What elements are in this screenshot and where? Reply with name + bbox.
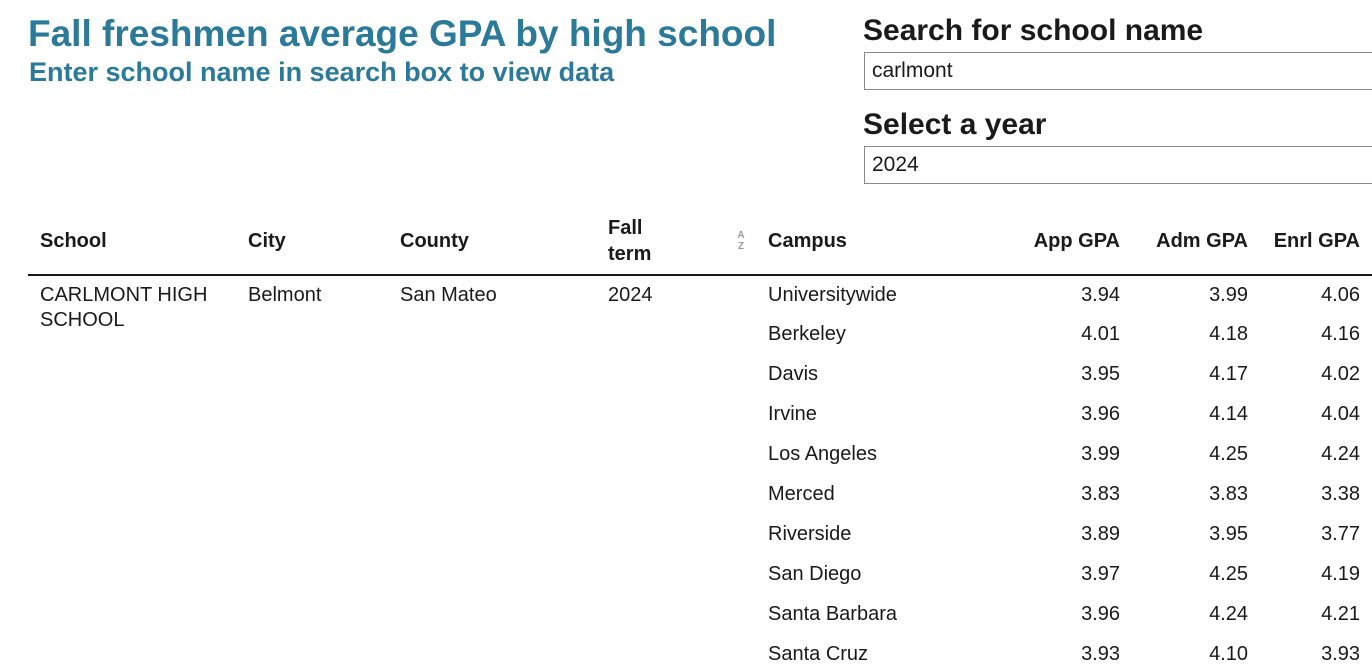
table-row: Los Angeles 3.99 4.25 4.24 (28, 435, 1372, 475)
table-row: Santa Barbara 3.96 4.24 4.21 (28, 595, 1372, 635)
table-row: Riverside 3.89 3.95 3.77 (28, 515, 1372, 555)
enrl-gpa-cell: 3.77 (1321, 523, 1360, 545)
adm-gpa-cell: 4.25 (1209, 563, 1248, 585)
app-gpa-cell: 3.89 (1081, 523, 1120, 545)
campus-cell: Davis (768, 363, 819, 385)
enrl-gpa-cell: 3.93 (1321, 643, 1360, 665)
enrl-gpa-cell: 4.24 (1321, 443, 1360, 465)
column-header-campus[interactable]: Campus (756, 208, 988, 276)
app-gpa-cell: 3.97 (1081, 563, 1120, 585)
column-header-enrl-gpa[interactable]: Enrl GPA (1260, 208, 1372, 276)
app-gpa-cell: 3.93 (1081, 643, 1120, 665)
adm-gpa-cell: 4.18 (1209, 323, 1248, 345)
fall-term-cell: 2024 (608, 284, 653, 306)
adm-gpa-cell: 3.99 (1209, 284, 1248, 306)
table-row: Santa Cruz 3.93 4.10 3.93 (28, 635, 1372, 672)
adm-gpa-cell: 4.17 (1209, 363, 1248, 385)
adm-gpa-cell: 3.95 (1209, 523, 1248, 545)
school-cell: CARLMONT HIGH SCHOOL (40, 284, 208, 331)
campus-cell: Universitywide (768, 284, 897, 306)
table-row: San Diego 3.97 4.25 4.19 (28, 555, 1372, 595)
county-cell: San Mateo (400, 284, 497, 306)
table-body: CARLMONT HIGH SCHOOL Belmont San Mateo 2024… (28, 275, 1372, 672)
table-row: Irvine 3.96 4.14 4.04 (28, 395, 1372, 435)
year-label: Select a year (863, 108, 1047, 141)
table-row: Berkeley 4.01 4.18 4.16 (28, 315, 1372, 355)
adm-gpa-cell: 4.24 (1209, 603, 1248, 625)
page-title: Fall freshmen average GPA by high school (28, 13, 777, 54)
fall-term-label: Fall term (608, 217, 652, 265)
campus-cell: Irvine (768, 403, 817, 425)
app-gpa-cell: 3.83 (1081, 483, 1120, 505)
app-gpa-cell: 3.94 (1081, 284, 1120, 306)
app-gpa-cell: 3.96 (1081, 603, 1120, 625)
year-select[interactable]: 2024 (864, 146, 1372, 184)
year-select-value: 2024 (872, 153, 919, 176)
table-row: CARLMONT HIGH SCHOOL Belmont San Mateo 2024… (28, 275, 1372, 331)
adm-gpa-cell: 4.10 (1209, 643, 1248, 665)
app-gpa-cell: 3.96 (1081, 403, 1120, 425)
app-gpa-cell: 3.99 (1081, 443, 1120, 465)
enrl-gpa-cell: 4.02 (1321, 363, 1360, 385)
school-search-input[interactable] (864, 52, 1372, 90)
table-row: Merced 3.83 3.83 3.38 (28, 475, 1372, 515)
app-gpa-cell: 3.95 (1081, 363, 1120, 385)
enrl-gpa-cell: 4.06 (1321, 284, 1360, 306)
enrl-gpa-cell: 4.16 (1321, 323, 1360, 345)
column-header-county[interactable]: County (388, 208, 596, 276)
city-cell: Belmont (248, 284, 322, 306)
page-subtitle: Enter school name in search box to view … (29, 57, 615, 87)
app-gpa-cell: 4.01 (1081, 323, 1120, 345)
campus-cell: San Diego (768, 563, 862, 585)
adm-gpa-cell: 3.83 (1209, 483, 1248, 505)
campus-cell: Berkeley (768, 323, 846, 345)
adm-gpa-cell: 4.14 (1209, 403, 1248, 425)
campus-cell: Riverside (768, 523, 852, 545)
search-label: Search for school name (863, 14, 1204, 47)
campus-cell: Santa Barbara (768, 603, 897, 625)
column-header-city[interactable]: City (236, 208, 388, 276)
campus-cell: Santa Cruz (768, 643, 869, 665)
campus-cell: Merced (768, 483, 835, 505)
enrl-gpa-cell: 3.38 (1321, 483, 1360, 505)
enrl-gpa-cell: 4.04 (1321, 403, 1360, 425)
enrl-gpa-cell: 4.21 (1321, 603, 1360, 625)
campus-cell: Los Angeles (768, 443, 877, 465)
column-header-school[interactable]: School (28, 208, 236, 276)
column-header-app-gpa[interactable]: App GPA (988, 208, 1132, 276)
table-row: Davis 3.95 4.17 4.02 (28, 355, 1372, 395)
column-header-adm-gpa[interactable]: Adm GPA (1132, 208, 1260, 276)
adm-gpa-cell: 4.25 (1209, 443, 1248, 465)
enrl-gpa-cell: 4.19 (1321, 563, 1360, 585)
